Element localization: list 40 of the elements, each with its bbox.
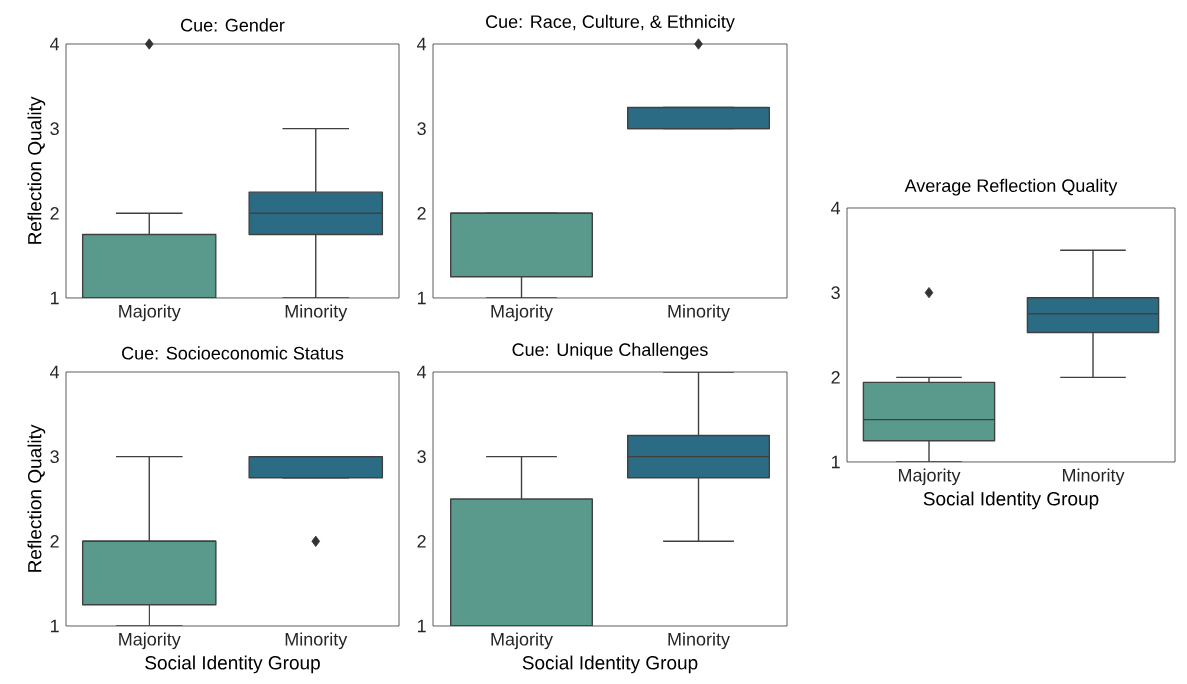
y-tick-label: 4 [417,37,427,51]
x-tick-label: Minority [1062,468,1125,486]
x-tick-label: Majority [119,304,181,322]
y-axis-title: Reflection Quality [27,96,46,244]
x-tick-label: Minority [668,632,730,650]
y-tick-label: 1 [831,455,840,469]
x-tick-label: Majority [119,632,181,650]
y-tick-label: 3 [417,122,426,136]
y-tick-label: 3 [50,450,59,464]
x-tick-label: Majority [491,632,553,650]
x-tick-label: Majority [898,468,961,486]
y-tick-label: 1 [417,291,426,305]
y-tick-label: 4 [417,365,427,379]
y-tick-label: 1 [417,619,426,633]
x-axis-title: Social Identity Group [145,655,320,674]
y-tick-label: 4 [50,37,60,51]
y-tick-label: 2 [417,207,426,220]
y-tick-label: 4 [50,365,60,379]
chart-title: Cue: Race, Culture, & Ethnicity [486,14,735,32]
y-tick-label: 2 [50,535,59,548]
y-tick-label: 3 [417,450,426,464]
y-tick-label: 2 [417,535,426,548]
y-tick-label: 4 [831,201,841,215]
y-tick-label: 3 [50,122,59,136]
chart-title: Average Reflection Quality [904,178,1118,196]
chart-title: Cue: Socioeconomic Status [122,346,344,360]
x-tick-label: Minority [285,304,348,322]
chart-title: Cue: Gender [181,18,285,32]
y-tick-label: 1 [50,291,59,305]
y-tick-label: 2 [831,371,840,384]
y-tick-label: 2 [50,207,59,220]
y-tick-label: 1 [50,619,59,633]
chart-title: Cue: Unique Challenges [512,342,708,360]
y-axis-title: Reflection Quality [27,424,46,572]
x-tick-label: Minority [668,304,730,322]
x-tick-label: Majority [491,304,553,322]
x-axis-title: Social Identity Group [923,491,1099,510]
x-axis-title: Social Identity Group [522,655,698,674]
y-tick-label: 3 [831,286,840,300]
x-tick-label: Minority [285,632,348,650]
